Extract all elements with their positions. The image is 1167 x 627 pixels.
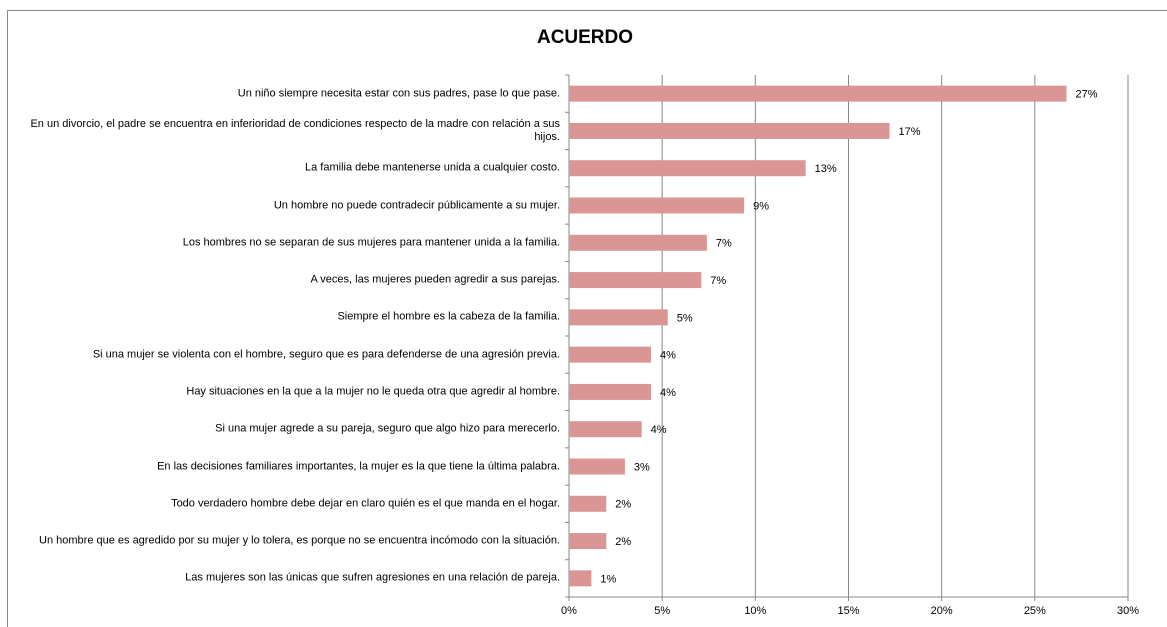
- x-tick-label: 0%: [561, 605, 577, 617]
- y-tick-label: Hay situaciones en la que a la mujer no …: [186, 385, 560, 398]
- value-label: 7%: [716, 238, 732, 250]
- value-label: 4%: [660, 350, 676, 362]
- bar: [569, 122, 890, 139]
- value-label: 1%: [600, 573, 616, 585]
- bar: [569, 197, 745, 214]
- bar: [569, 383, 651, 400]
- x-tick-label: 20%: [931, 605, 953, 617]
- x-tick-label: 5%: [654, 605, 670, 617]
- y-tick-label: Siempre el hombre es la cabeza de la fam…: [337, 310, 560, 323]
- value-label: 17%: [898, 126, 920, 138]
- value-label: 4%: [660, 387, 676, 399]
- y-tick-label: Un niño siempre necesita estar con sus p…: [237, 87, 560, 100]
- value-label: 3%: [634, 461, 650, 473]
- bar: [569, 309, 668, 326]
- y-tick-label: Si una mujer se violenta con el hombre, …: [92, 348, 560, 361]
- chart-title: ACUERDO: [537, 27, 633, 48]
- y-tick-label: En las decisiones familiares importantes…: [157, 460, 560, 472]
- x-tick-label: 10%: [744, 605, 766, 617]
- bar: [569, 234, 707, 251]
- value-label: 13%: [815, 163, 837, 175]
- value-label: 2%: [615, 536, 631, 548]
- y-tick-label: Los hombres no se separan de sus mujeres…: [182, 236, 560, 249]
- y-tick-label: La familia debe mantenerse unida a cualq…: [305, 161, 560, 174]
- bar: [569, 533, 607, 550]
- y-tick-label: A veces, las mujeres pueden agredir a su…: [310, 273, 560, 286]
- bar: [569, 346, 651, 363]
- value-label: 7%: [710, 275, 726, 287]
- x-tick-label: 25%: [1024, 605, 1046, 617]
- bar: [569, 160, 806, 177]
- y-tick-label: Un hombre no puede contradecir públicame…: [273, 199, 560, 211]
- bar: [569, 85, 1067, 102]
- y-tick-label: Si una mujer agrede a su pareja, seguro …: [215, 422, 560, 435]
- bar: [569, 570, 592, 587]
- value-label: 2%: [615, 499, 631, 511]
- y-tick-label: Un hombre que es agredido por su mujer y…: [39, 534, 560, 547]
- bar: [569, 458, 625, 475]
- y-tick-label: Todo verdadero hombre debe dejar en clar…: [171, 497, 560, 510]
- bar: [569, 272, 702, 289]
- value-label: 5%: [677, 312, 693, 324]
- x-tick-label: 15%: [837, 605, 859, 617]
- bar: [569, 495, 607, 512]
- x-tick-label: 30%: [1117, 605, 1139, 617]
- value-label: 9%: [753, 200, 769, 212]
- y-tick-label: En un divorcio, el padre se encuentra en…: [30, 117, 560, 143]
- value-label: 4%: [651, 424, 667, 436]
- y-tick-label: Las mujeres son las únicas que sufren ag…: [185, 571, 560, 584]
- chart-frame: [7, 10, 1167, 627]
- bar: [569, 421, 642, 438]
- value-label: 27%: [1076, 89, 1098, 101]
